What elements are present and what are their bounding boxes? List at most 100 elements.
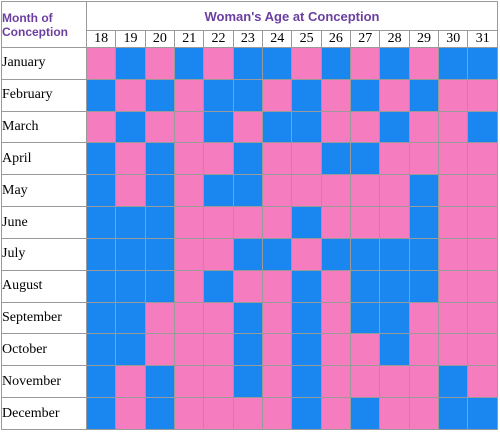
- cell-september-28: [379, 301, 410, 335]
- cell-january-19: [115, 47, 146, 80]
- cell-july-18: [85, 237, 117, 271]
- cell-september-29: [408, 301, 440, 335]
- cell-january-28: [379, 47, 410, 80]
- month-label-july: July: [1, 237, 87, 271]
- cell-august-21: [174, 269, 205, 303]
- cell-october-18: [85, 333, 117, 367]
- cell-december-20: [144, 397, 176, 430]
- cell-march-27: [350, 110, 381, 144]
- cell-january-26: [320, 47, 352, 80]
- cell-february-18: [85, 78, 117, 112]
- age-header-row: 18 19 20 21 22 23 24 25 26 27 28 29 30 31: [2, 30, 498, 48]
- cell-april-30: [438, 142, 469, 176]
- cell-may-19: [115, 174, 146, 208]
- cell-may-31: [467, 174, 498, 208]
- cell-january-30: [438, 47, 469, 80]
- cell-october-24: [262, 333, 293, 367]
- cell-december-25: [291, 397, 322, 430]
- cell-january-18: [85, 47, 117, 80]
- cell-september-25: [291, 301, 322, 335]
- cell-april-19: [115, 142, 146, 176]
- cell-december-27: [350, 397, 381, 430]
- cell-march-22: [203, 110, 234, 144]
- cell-december-24: [262, 397, 293, 430]
- grid-body: January February March April May June July Augu…: [1, 47, 498, 430]
- cell-march-21: [174, 110, 205, 144]
- cell-december-19: [115, 397, 146, 430]
- cell-october-22: [203, 333, 234, 367]
- cell-november-20: [144, 365, 176, 399]
- cell-july-20: [144, 237, 176, 271]
- cell-april-21: [174, 142, 205, 176]
- month-label-april: April: [1, 142, 87, 176]
- cell-april-26: [320, 142, 352, 176]
- cell-november-26: [320, 365, 352, 399]
- month-row-april: April: [1, 142, 498, 176]
- cell-april-18: [85, 142, 117, 176]
- cell-december-21: [174, 397, 205, 430]
- cell-january-25: [291, 47, 322, 80]
- cell-october-29: [408, 333, 440, 367]
- age-header-22: 22: [203, 30, 234, 48]
- month-row-november: November: [1, 365, 498, 399]
- cell-october-21: [174, 333, 205, 367]
- cell-june-29: [408, 206, 440, 239]
- cell-december-22: [203, 397, 234, 430]
- month-row-february: February: [1, 78, 498, 112]
- cell-september-22: [203, 301, 234, 335]
- cell-august-18: [85, 269, 117, 303]
- cell-march-29: [408, 110, 440, 144]
- cell-march-20: [144, 110, 176, 144]
- cell-june-27: [350, 206, 381, 239]
- cell-march-25: [291, 110, 322, 144]
- cell-june-30: [438, 206, 469, 239]
- cell-november-28: [379, 365, 410, 399]
- cell-september-20: [144, 301, 176, 335]
- cell-september-26: [320, 301, 352, 335]
- cell-february-21: [174, 78, 205, 112]
- cell-may-27: [350, 174, 381, 208]
- cell-july-28: [379, 237, 410, 271]
- cell-june-31: [467, 206, 498, 239]
- age-header-21: 21: [174, 30, 205, 48]
- cell-november-18: [85, 365, 117, 399]
- cell-september-27: [350, 301, 381, 335]
- cell-july-25: [291, 237, 322, 271]
- age-header-27: 27: [350, 30, 381, 48]
- cell-april-20: [144, 142, 176, 176]
- month-row-october: October: [1, 333, 498, 367]
- cell-may-25: [291, 174, 322, 208]
- cell-july-29: [408, 237, 440, 271]
- cell-april-29: [408, 142, 440, 176]
- cell-january-23: [232, 47, 264, 80]
- cell-november-27: [350, 365, 381, 399]
- cell-august-31: [467, 269, 498, 303]
- cell-december-28: [379, 397, 410, 430]
- cell-august-20: [144, 269, 176, 303]
- cell-january-22: [203, 47, 234, 80]
- cell-january-20: [144, 47, 176, 80]
- month-label-august: August: [1, 269, 87, 303]
- age-header-31: 31: [467, 30, 498, 48]
- age-header-29: 29: [408, 30, 440, 48]
- cell-august-28: [379, 269, 410, 303]
- cell-january-31: [467, 47, 498, 80]
- cell-august-19: [115, 269, 146, 303]
- cell-february-23: [232, 78, 264, 112]
- cell-november-30: [438, 365, 469, 399]
- cell-july-24: [262, 237, 293, 271]
- cell-june-24: [262, 206, 293, 239]
- cell-september-23: [232, 301, 264, 335]
- cell-october-27: [350, 333, 381, 367]
- cell-may-23: [232, 174, 264, 208]
- cell-october-30: [438, 333, 469, 367]
- cell-december-30: [438, 397, 469, 430]
- cell-october-28: [379, 333, 410, 367]
- cell-march-31: [467, 110, 498, 144]
- age-header-23: 23: [232, 30, 264, 48]
- cell-february-25: [291, 78, 322, 112]
- cell-july-31: [467, 237, 498, 271]
- cell-may-28: [379, 174, 410, 208]
- cell-october-20: [144, 333, 176, 367]
- cell-february-27: [350, 78, 381, 112]
